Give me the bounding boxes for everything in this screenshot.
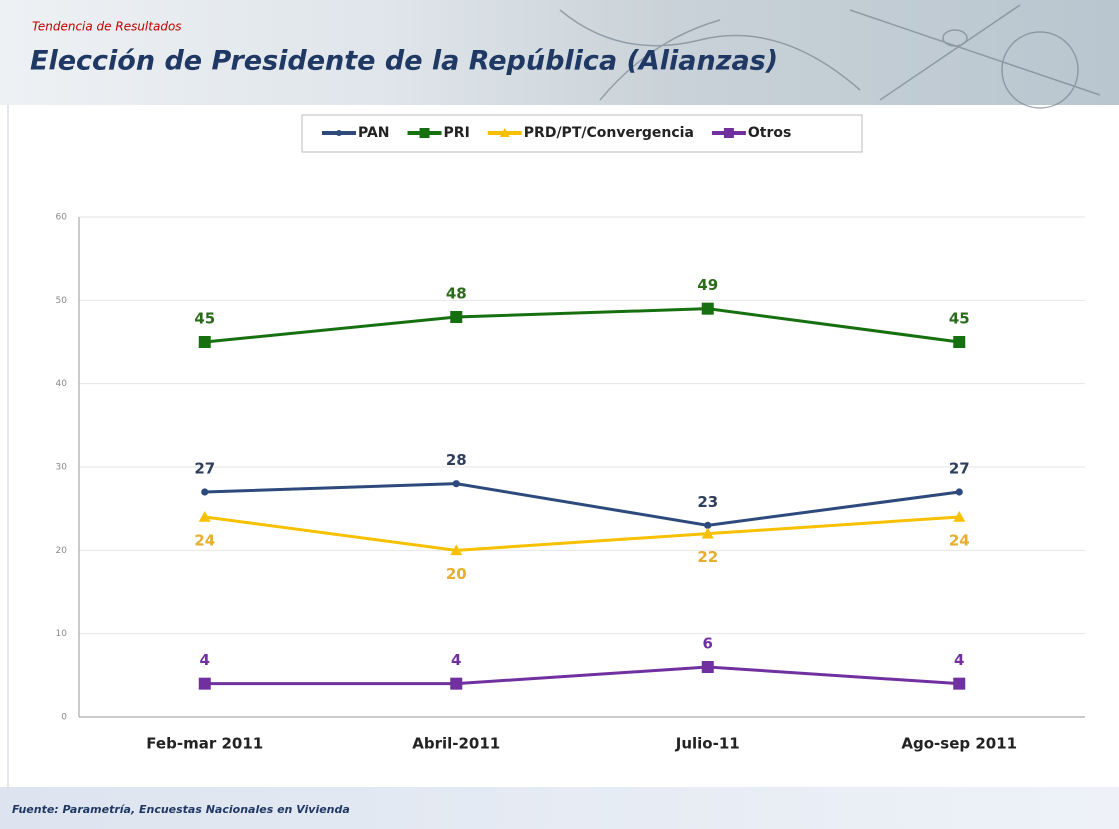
marker	[450, 677, 463, 690]
marker	[953, 511, 966, 522]
y-tick-label: 0	[61, 713, 67, 723]
y-tick-label: 50	[56, 296, 68, 306]
footer-band	[0, 787, 1119, 829]
marker	[953, 336, 966, 348]
chart-title: Elección de Presidente de la República (…	[30, 46, 778, 77]
data-label: 6	[703, 635, 713, 653]
data-label: 28	[446, 451, 467, 469]
marker	[701, 302, 714, 315]
y-tick-label: 40	[56, 379, 68, 389]
marker	[336, 130, 342, 136]
marker	[723, 128, 734, 138]
x-tick-label: Feb-mar 2011	[146, 735, 263, 753]
header-subtitle: Tendencia de Resultados	[32, 20, 182, 34]
marker	[701, 661, 714, 673]
y-tick-label: 30	[56, 463, 68, 473]
marker	[955, 488, 963, 496]
data-label: 27	[949, 460, 970, 478]
data-label: 45	[949, 310, 970, 328]
marker	[953, 677, 966, 690]
series-line	[204, 665, 960, 686]
marker	[704, 521, 712, 529]
data-label: 23	[697, 493, 718, 511]
series-line	[204, 307, 960, 344]
y-tick-label: 60	[56, 213, 68, 223]
marker	[198, 677, 211, 690]
series-line	[204, 515, 960, 552]
legend-label: PAN	[358, 125, 390, 141]
marker	[450, 311, 463, 323]
data-label: 20	[446, 565, 467, 583]
data-label: 4	[954, 651, 964, 669]
marker	[499, 128, 510, 137]
marker	[452, 480, 460, 488]
legend-label: Otros	[748, 125, 791, 141]
data-label: 24	[949, 532, 970, 550]
x-tick-label: Julio-11	[675, 735, 740, 753]
legend-label: PRD/PT/Convergencia	[524, 125, 694, 141]
source-note: Fuente: Parametría, Encuestas Nacionales…	[12, 803, 350, 816]
legend-box	[301, 114, 863, 153]
legend-label: PRI	[444, 125, 470, 141]
series-line	[204, 482, 960, 527]
data-label: 48	[446, 285, 467, 303]
marker	[419, 128, 430, 138]
data-label: 4	[451, 651, 461, 669]
marker	[198, 336, 211, 348]
header-decoration	[559, 4, 1101, 109]
data-label: 24	[194, 532, 215, 550]
data-label: 22	[697, 548, 718, 566]
header-band	[0, 0, 1119, 105]
x-tick-label: Abril-2011	[412, 735, 500, 753]
marker	[701, 527, 714, 539]
data-label: 49	[697, 276, 718, 294]
data-label: 27	[194, 460, 215, 478]
data-label: 45	[194, 310, 215, 328]
marker	[450, 544, 463, 556]
x-tick-label: Ago-sep 2011	[901, 735, 1017, 753]
marker	[201, 488, 209, 496]
marker	[198, 511, 211, 522]
y-tick-label: 10	[56, 629, 68, 639]
data-label: 4	[200, 651, 210, 669]
y-tick-label: 20	[56, 546, 68, 556]
